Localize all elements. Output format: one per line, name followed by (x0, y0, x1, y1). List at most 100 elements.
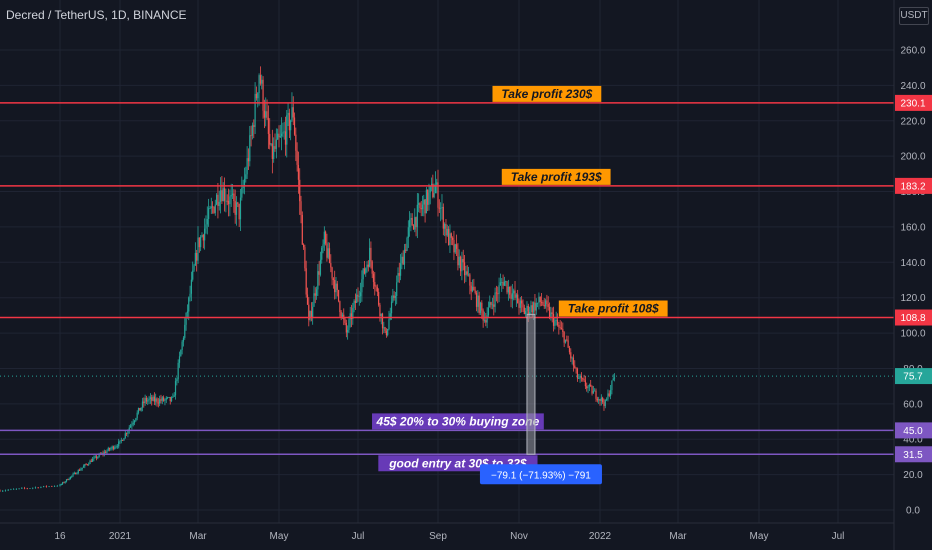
candle-body (181, 341, 183, 351)
y-tick-label: 40.0 (903, 435, 923, 446)
candle-body (32, 487, 34, 489)
candle-body (137, 407, 140, 413)
candle-body (533, 302, 535, 313)
candle-body (515, 294, 517, 298)
x-tick-label: Sep (429, 531, 447, 542)
candle-body (591, 386, 593, 394)
candle-body (567, 340, 569, 348)
candle-body (379, 304, 381, 317)
candle-body (575, 367, 577, 369)
candle-body (127, 430, 129, 434)
y-tick-label: 200.0 (900, 152, 925, 163)
x-tick-label: 2021 (109, 531, 132, 542)
candle-body (570, 352, 572, 359)
candle-body (353, 300, 355, 308)
candle-body (546, 300, 548, 305)
candle-body (82, 466, 85, 468)
candle-body (290, 120, 292, 131)
y-tick-label: 100.0 (900, 329, 925, 340)
time-axis[interactable]: 16 2021 Mar May Jul Sep Nov 2022 Mar May Jul (54, 531, 844, 542)
candle-body (523, 307, 525, 315)
candle-body (161, 397, 163, 401)
candle-body (194, 252, 196, 266)
candle-body (442, 206, 444, 229)
y-tick-label: 240.0 (900, 81, 925, 92)
candle-body (119, 440, 121, 442)
candle-body (578, 378, 580, 380)
candle-body (534, 302, 536, 311)
candle-body (21, 487, 23, 489)
candle-body (275, 139, 277, 149)
candle-body (574, 365, 576, 368)
candle-body (56, 485, 58, 487)
candle-body (498, 285, 500, 294)
candle-body (568, 347, 571, 353)
candle-body (246, 158, 248, 175)
candle-body (223, 188, 226, 201)
level-price-tag-text: 31.5 (903, 450, 923, 461)
candle-body (89, 460, 91, 465)
level-label-box (492, 85, 602, 102)
candle-body (222, 188, 224, 202)
candle-body (576, 368, 579, 379)
candle-body (274, 146, 276, 149)
candle-body (586, 386, 588, 389)
candle-body (421, 204, 424, 210)
candle-body (206, 218, 208, 225)
candle-body (214, 204, 216, 213)
candle-body (600, 397, 602, 401)
candle-body (258, 75, 260, 94)
candle-body (359, 292, 362, 297)
candle-body (284, 131, 287, 145)
candle-body (414, 217, 416, 230)
candle-body (376, 287, 378, 292)
candle-body (361, 279, 363, 293)
candle-body (531, 305, 533, 313)
candle-body (133, 420, 136, 423)
candle-body (383, 327, 385, 329)
candle-body (506, 281, 508, 293)
x-tick-label: Jul (832, 531, 845, 542)
candle-body (485, 320, 487, 323)
candle-body (239, 197, 242, 220)
measure-tool[interactable]: −79.1 (−71.93%) −791 (479, 313, 602, 485)
candle-body (455, 244, 458, 249)
candle-body (446, 229, 448, 236)
candle-body (166, 397, 169, 399)
candle-body (571, 357, 573, 359)
candle-body (566, 339, 568, 341)
measure-range-bar[interactable] (526, 313, 536, 455)
candle-body (68, 478, 70, 480)
candle-body (299, 179, 301, 202)
candle-body (415, 217, 417, 228)
candle-body (229, 196, 231, 205)
candle-body (441, 206, 443, 208)
candle-body (273, 146, 275, 159)
candle-body (335, 283, 337, 293)
candle-body (180, 350, 182, 357)
x-tick-label: Mar (189, 531, 207, 542)
candle-body (607, 393, 609, 400)
candle-body (420, 208, 422, 210)
candle-body (555, 320, 557, 321)
candle-body (479, 302, 482, 313)
candle-body (330, 263, 332, 268)
candle-body (583, 378, 585, 381)
candle-body (269, 133, 271, 145)
candle-body (339, 301, 341, 313)
candle-body (210, 206, 212, 209)
candle-body (124, 433, 126, 439)
candle-body (122, 440, 124, 441)
candle-body (530, 305, 532, 312)
candle-body (317, 271, 319, 290)
currency-button[interactable]: USDT (899, 7, 929, 25)
candle-body (163, 397, 165, 401)
candle-body (115, 446, 117, 448)
candle-body (514, 290, 516, 298)
candle-body (462, 259, 464, 263)
candle-body (469, 274, 471, 286)
last-price-tag-text: 75.7 (903, 372, 923, 383)
candle-body (267, 117, 269, 134)
candle-body (159, 399, 161, 404)
